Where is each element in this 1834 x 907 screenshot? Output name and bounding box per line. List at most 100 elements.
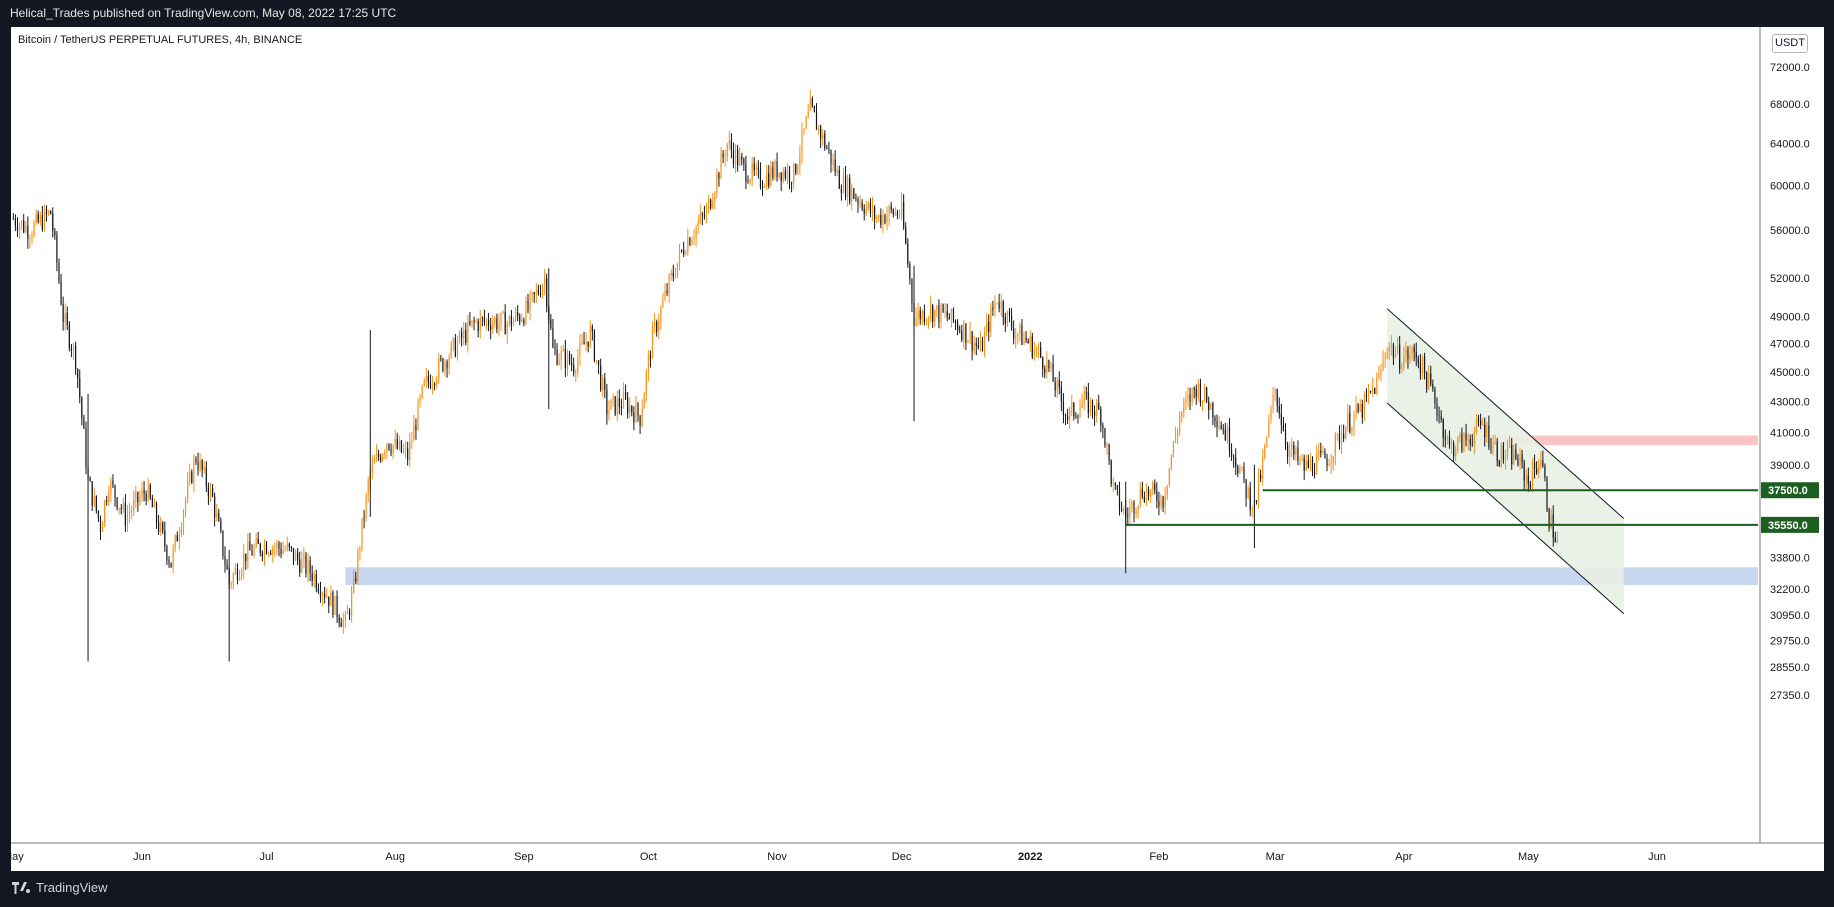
- candle-body: [1160, 496, 1162, 507]
- candle-body: [74, 345, 77, 370]
- candle-body: [1376, 377, 1378, 394]
- demand-zone: [345, 567, 1759, 586]
- candle-body: [1170, 456, 1172, 468]
- candle-body: [560, 350, 562, 361]
- candle-body: [1504, 456, 1507, 461]
- candle-body: [807, 110, 809, 118]
- price-tick-label: 45000.0: [1770, 367, 1810, 379]
- price-tick-label: 43000.0: [1770, 396, 1810, 408]
- candle-body: [647, 355, 649, 372]
- candle-body: [911, 279, 913, 304]
- candle-body: [988, 321, 990, 333]
- price-tick-label: 72000.0: [1770, 62, 1810, 74]
- candle-body: [1247, 487, 1249, 498]
- candle-body: [187, 481, 189, 500]
- time-tick-label: May: [1518, 851, 1539, 863]
- candle-body: [1531, 463, 1534, 488]
- candle-body: [214, 496, 216, 518]
- candle-body: [1131, 502, 1133, 508]
- candle-body: [1015, 335, 1017, 339]
- candle-body: [467, 321, 469, 343]
- candle-body: [267, 553, 270, 554]
- candle-body: [1064, 414, 1067, 417]
- candle-body: [216, 513, 218, 518]
- price-tick-label: 47000.0: [1770, 339, 1810, 351]
- candle-body: [1035, 349, 1038, 351]
- candle-body: [1343, 433, 1345, 439]
- candle-body: [784, 170, 786, 178]
- candle-body: [151, 497, 153, 508]
- candle-body: [238, 576, 241, 580]
- candle-body: [492, 323, 494, 330]
- candle-body: [859, 202, 861, 204]
- candle-body: [691, 240, 693, 245]
- candle-body: [1056, 380, 1058, 391]
- candle-body: [83, 417, 85, 429]
- candle-body: [1446, 436, 1448, 440]
- candle-body: [805, 117, 807, 129]
- candle-body: [1355, 404, 1357, 415]
- candle-body: [398, 440, 400, 449]
- candle-body: [1463, 433, 1465, 451]
- candle-body: [419, 396, 421, 401]
- candle-body: [917, 310, 919, 318]
- candle-body: [108, 492, 110, 502]
- candle-body: [118, 507, 120, 509]
- candle-body: [778, 172, 780, 178]
- candle-body: [1305, 460, 1307, 471]
- candle-body: [519, 315, 521, 322]
- candle-body: [737, 149, 739, 166]
- candle-body: [413, 424, 415, 441]
- candle-body: [660, 307, 662, 323]
- candle-body: [932, 305, 934, 322]
- candle-body: [728, 140, 730, 144]
- candle-body: [631, 406, 633, 413]
- candle-body: [1006, 311, 1009, 324]
- candle-body: [1226, 427, 1229, 440]
- price-tick-label: 56000.0: [1770, 225, 1810, 237]
- candle-body: [324, 593, 326, 598]
- candle-body: [504, 311, 506, 335]
- candle-body: [1513, 449, 1515, 465]
- candle-body: [983, 332, 986, 351]
- candle-body: [1071, 402, 1073, 409]
- candle-body: [62, 304, 64, 322]
- candle-body: [747, 181, 749, 183]
- candle-body: [761, 187, 764, 188]
- candle-body: [828, 148, 830, 150]
- candle-body: [257, 538, 259, 544]
- candle-body: [1521, 454, 1523, 463]
- candle-body: [533, 292, 535, 294]
- candle-body: [751, 163, 753, 180]
- candle-body: [448, 357, 450, 369]
- candle-body: [622, 391, 625, 408]
- candle-body: [546, 277, 548, 307]
- currency-unit-button[interactable]: USDT: [1772, 34, 1808, 53]
- candle-body: [608, 409, 610, 415]
- candle-body: [830, 149, 832, 165]
- candle-body: [1093, 411, 1096, 416]
- tradingview-logo[interactable]: TradingView: [12, 880, 108, 895]
- price-tick-label: 33800.0: [1770, 553, 1810, 565]
- candle-body: [77, 369, 79, 379]
- candle-body: [1150, 489, 1152, 497]
- candle-body: [927, 317, 930, 320]
- candle-body: [1326, 458, 1328, 466]
- candle-body: [624, 391, 627, 398]
- candle-body: [1100, 409, 1102, 426]
- candle-body: [583, 341, 585, 345]
- candle-body: [490, 325, 492, 330]
- tradingview-brand: TradingView: [36, 880, 108, 895]
- candle-body: [1423, 357, 1426, 374]
- candle-body: [1357, 404, 1359, 412]
- time-tick-label: Jun: [1648, 851, 1666, 863]
- candle-body: [243, 553, 245, 571]
- candle-body: [332, 592, 334, 615]
- candle-body: [600, 365, 602, 390]
- candle-body: [1087, 391, 1089, 414]
- candle-body: [359, 548, 361, 552]
- candle-body: [1527, 475, 1529, 484]
- candle-body: [882, 215, 884, 225]
- candle-body: [940, 304, 942, 323]
